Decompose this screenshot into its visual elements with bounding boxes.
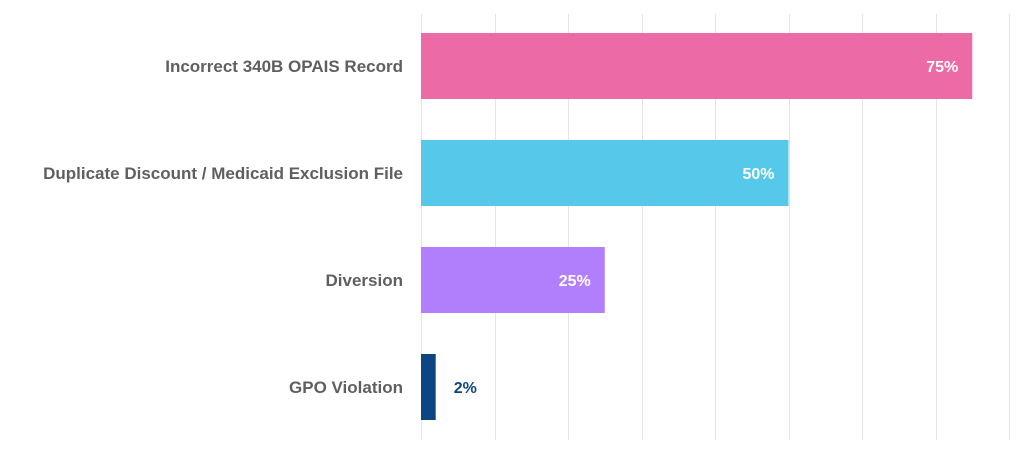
bar-1 xyxy=(421,140,789,206)
value-label-2: 25% xyxy=(559,273,591,290)
category-label-0: Incorrect 340B OPAIS Record xyxy=(165,57,403,76)
value-label-1: 50% xyxy=(742,166,774,183)
category-label-2: Diversion xyxy=(326,271,403,290)
bar-3 xyxy=(421,354,436,420)
value-labels: 75% 50% 25% 2% xyxy=(454,59,959,397)
value-label-0: 75% xyxy=(926,59,958,76)
bars xyxy=(421,33,973,420)
bar-0 xyxy=(421,33,973,99)
category-labels: Incorrect 340B OPAIS Record Duplicate Dis… xyxy=(43,57,403,397)
category-label-3: GPO Violation xyxy=(289,378,403,397)
value-label-3: 2% xyxy=(454,380,477,397)
bar-2 xyxy=(421,247,605,313)
category-label-1: Duplicate Discount / Medicaid Exclusion … xyxy=(43,164,403,183)
